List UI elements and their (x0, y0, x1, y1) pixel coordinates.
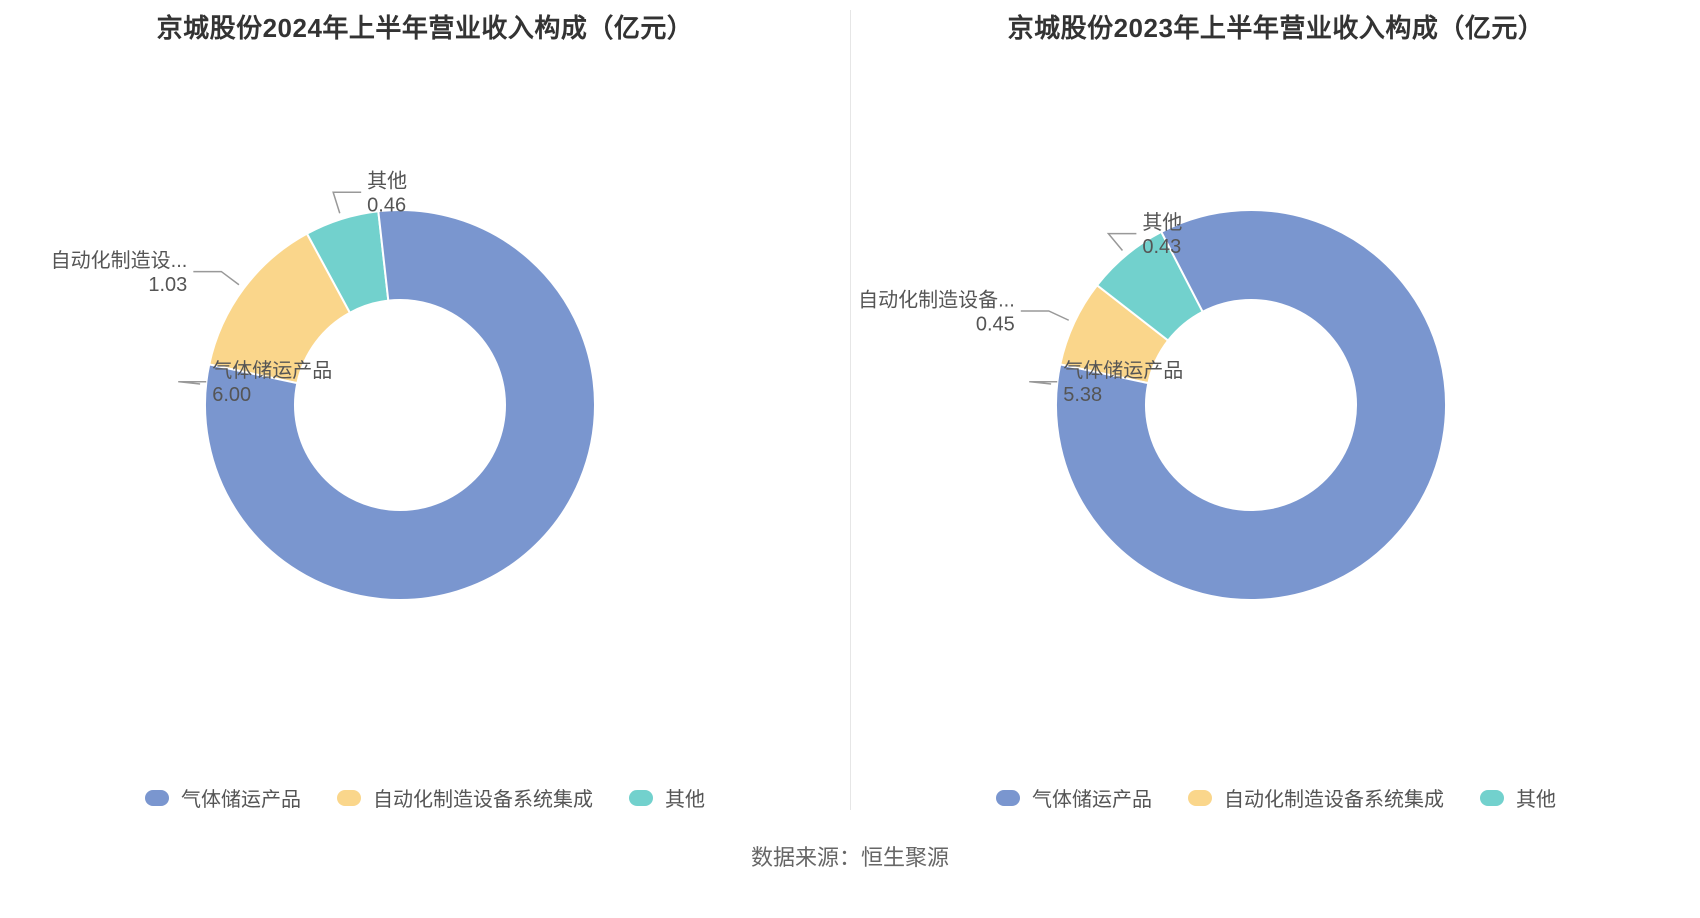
legend-item[interactable]: 气体储运产品 (996, 783, 1152, 812)
donut-chart-2023: 自动化制造设备...0.45 其他0.43 气体储运产品5.38 (851, 45, 1700, 745)
legend-2023: 气体储运产品 自动化制造设备系统集成 其他 (851, 783, 1700, 812)
slice-label-name: 气体储运产品 (1063, 359, 1183, 382)
legend-label: 气体储运产品 (181, 783, 301, 812)
legend-label: 自动化制造设备系统集成 (1224, 783, 1444, 812)
leader-line (178, 382, 206, 384)
slice-label-value: 6.00 (212, 384, 251, 406)
legend-swatch (629, 790, 653, 806)
chart-title-2024: 京城股份2024年上半年营业收入构成（亿元） (0, 0, 850, 45)
slice-label-value: 0.46 (367, 195, 406, 217)
slice-label-name: 自动化制造设备... (858, 288, 1015, 311)
slice-label-value: 0.45 (976, 313, 1015, 335)
chart-panel-2023: 京城股份2023年上半年营业收入构成（亿元） 自动化制造设备...0.45其他0… (851, 0, 1700, 830)
legend-item[interactable]: 自动化制造设备系统集成 (337, 783, 593, 812)
legend-label: 其他 (665, 783, 705, 812)
legend-item[interactable]: 其他 (629, 783, 705, 812)
leader-line (333, 192, 361, 213)
legend-swatch (1188, 790, 1212, 806)
legend-swatch (145, 790, 169, 806)
legend-label: 自动化制造设备系统集成 (373, 783, 593, 812)
legend-item[interactable]: 其他 (1480, 783, 1556, 812)
data-source-line: 数据来源：恒生聚源 (0, 840, 1700, 872)
slice-label-value: 1.03 (148, 274, 187, 296)
slice-label-name: 其他 (367, 170, 407, 193)
leader-line (1029, 382, 1057, 384)
slice-label-name: 自动化制造设... (51, 249, 188, 272)
legend-item[interactable]: 自动化制造设备系统集成 (1188, 783, 1444, 812)
legend-item[interactable]: 气体储运产品 (145, 783, 301, 812)
legend-label: 气体储运产品 (1032, 783, 1152, 812)
chart-panel-2024: 京城股份2024年上半年营业收入构成（亿元） 自动化制造设...1.03其他0.… (0, 0, 850, 830)
leader-line (1108, 234, 1136, 251)
legend-swatch (996, 790, 1020, 806)
legend-label: 其他 (1516, 783, 1556, 812)
chart-title-2023: 京城股份2023年上半年营业收入构成（亿元） (851, 0, 1700, 45)
legend-swatch (337, 790, 361, 806)
leader-line (193, 272, 239, 285)
slice-label-value: 5.38 (1063, 384, 1102, 406)
chart-wrap-2023: 自动化制造设备...0.45 其他0.43 气体储运产品5.38 (851, 45, 1700, 745)
legend-swatch (1480, 790, 1504, 806)
leader-line (1021, 311, 1069, 320)
charts-row: 京城股份2024年上半年营业收入构成（亿元） 自动化制造设...1.03其他0.… (0, 0, 1700, 830)
slice-label-name: 其他 (1142, 211, 1182, 234)
slice-label-name: 气体储运产品 (212, 359, 332, 382)
page: 京城股份2024年上半年营业收入构成（亿元） 自动化制造设...1.03其他0.… (0, 0, 1700, 918)
legend-2024: 气体储运产品 自动化制造设备系统集成 其他 (0, 783, 850, 812)
donut-chart-2024: 自动化制造设...1.03 其他0.46 气体储运产品6.00 (0, 45, 850, 745)
chart-wrap-2024: 自动化制造设...1.03 其他0.46 气体储运产品6.00 (0, 45, 850, 745)
slice-label-value: 0.43 (1142, 236, 1181, 258)
